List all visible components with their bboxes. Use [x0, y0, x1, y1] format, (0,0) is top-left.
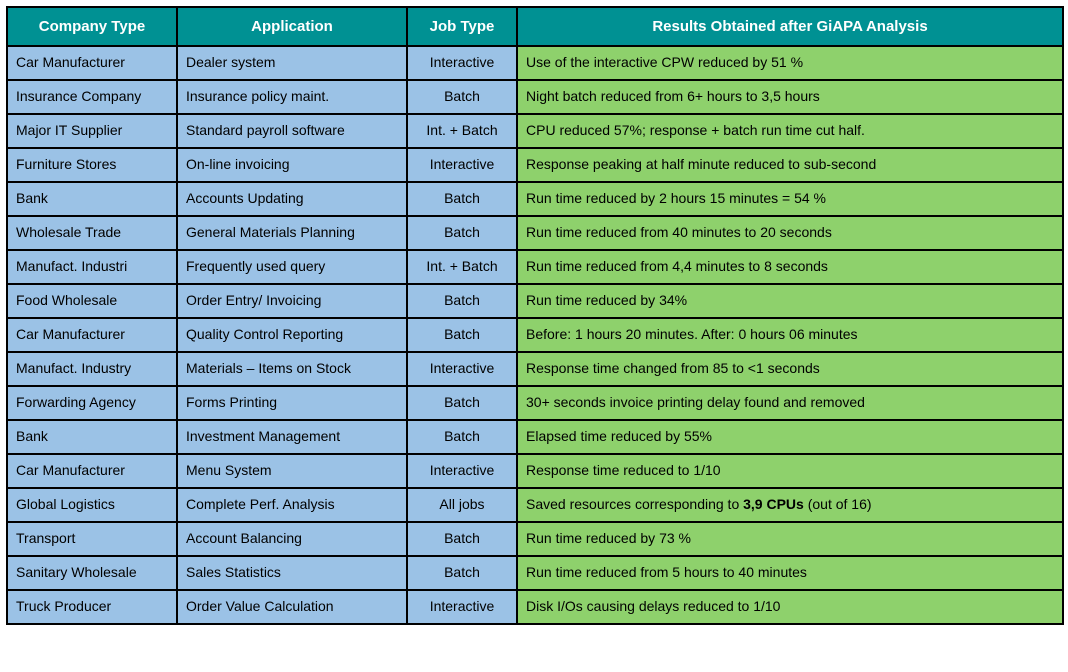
table-row: Forwarding AgencyForms PrintingBatch30+ … — [7, 386, 1063, 420]
table-row: BankAccounts UpdatingBatchRun time reduc… — [7, 182, 1063, 216]
cell-company: Forwarding Agency — [7, 386, 177, 420]
cell-company: Food Wholesale — [7, 284, 177, 318]
cell-application: Quality Control Reporting — [177, 318, 407, 352]
cell-job-type: Batch — [407, 284, 517, 318]
cell-application: Standard payroll software — [177, 114, 407, 148]
cell-application: On-line invoicing — [177, 148, 407, 182]
cell-job-type: Int. + Batch — [407, 114, 517, 148]
cell-company: Major IT Supplier — [7, 114, 177, 148]
table-body: Car ManufacturerDealer systemInteractive… — [7, 46, 1063, 624]
table-row: Global LogisticsComplete Perf. AnalysisA… — [7, 488, 1063, 522]
results-table: Company Type Application Job Type Result… — [6, 6, 1064, 625]
cell-result: Response peaking at half minute reduced … — [517, 148, 1063, 182]
cell-application: Materials – Items on Stock — [177, 352, 407, 386]
header-company: Company Type — [7, 7, 177, 46]
cell-result: Run time reduced by 34% — [517, 284, 1063, 318]
cell-company: Manufact. Industry — [7, 352, 177, 386]
cell-application: Complete Perf. Analysis — [177, 488, 407, 522]
cell-result: Elapsed time reduced by 55% — [517, 420, 1063, 454]
table-row: Truck ProducerOrder Value CalculationInt… — [7, 590, 1063, 624]
cell-application: Order Entry/ Invoicing — [177, 284, 407, 318]
cell-result: Run time reduced by 2 hours 15 minutes =… — [517, 182, 1063, 216]
cell-job-type: Interactive — [407, 454, 517, 488]
cell-application: Forms Printing — [177, 386, 407, 420]
table-row: Car ManufacturerQuality Control Reportin… — [7, 318, 1063, 352]
header-results: Results Obtained after GiAPA Analysis — [517, 7, 1063, 46]
cell-company: Car Manufacturer — [7, 318, 177, 352]
header-job-type: Job Type — [407, 7, 517, 46]
cell-result: Disk I/Os causing delays reduced to 1/10 — [517, 590, 1063, 624]
table-row: Car ManufacturerDealer systemInteractive… — [7, 46, 1063, 80]
cell-job-type: Interactive — [407, 46, 517, 80]
cell-job-type: Batch — [407, 420, 517, 454]
cell-company: Global Logistics — [7, 488, 177, 522]
cell-result: Response time reduced to 1/10 — [517, 454, 1063, 488]
table-row: Insurance CompanyInsurance policy maint.… — [7, 80, 1063, 114]
cell-result: Run time reduced from 5 hours to 40 minu… — [517, 556, 1063, 590]
table-row: Car ManufacturerMenu SystemInteractiveRe… — [7, 454, 1063, 488]
table-row: Food WholesaleOrder Entry/ InvoicingBatc… — [7, 284, 1063, 318]
header-application: Application — [177, 7, 407, 46]
cell-job-type: Batch — [407, 80, 517, 114]
cell-company: Car Manufacturer — [7, 454, 177, 488]
cell-result: Before: 1 hours 20 minutes. After: 0 hou… — [517, 318, 1063, 352]
cell-application: Order Value Calculation — [177, 590, 407, 624]
table-row: Sanitary WholesaleSales StatisticsBatchR… — [7, 556, 1063, 590]
cell-company: Insurance Company — [7, 80, 177, 114]
cell-company: Manufact. Industri — [7, 250, 177, 284]
cell-job-type: Batch — [407, 216, 517, 250]
cell-result: Use of the interactive CPW reduced by 51… — [517, 46, 1063, 80]
cell-result: Saved resources corresponding to 3,9 CPU… — [517, 488, 1063, 522]
cell-application: Menu System — [177, 454, 407, 488]
cell-company: Bank — [7, 420, 177, 454]
cell-job-type: Batch — [407, 556, 517, 590]
cell-job-type: Interactive — [407, 352, 517, 386]
cell-job-type: All jobs — [407, 488, 517, 522]
cell-application: Investment Management — [177, 420, 407, 454]
cell-job-type: Batch — [407, 386, 517, 420]
cell-job-type: Interactive — [407, 590, 517, 624]
cell-company: Transport — [7, 522, 177, 556]
cell-result: Response time changed from 85 to <1 seco… — [517, 352, 1063, 386]
table-row: Major IT SupplierStandard payroll softwa… — [7, 114, 1063, 148]
cell-job-type: Batch — [407, 522, 517, 556]
cell-job-type: Interactive — [407, 148, 517, 182]
cell-job-type: Batch — [407, 182, 517, 216]
cell-application: Accounts Updating — [177, 182, 407, 216]
cell-application: General Materials Planning — [177, 216, 407, 250]
table-row: Wholesale TradeGeneral Materials Plannin… — [7, 216, 1063, 250]
table-row: Manufact. IndustryMaterials – Items on S… — [7, 352, 1063, 386]
cell-result: CPU reduced 57%; response + batch run ti… — [517, 114, 1063, 148]
table-row: TransportAccount BalancingBatchRun time … — [7, 522, 1063, 556]
cell-company: Sanitary Wholesale — [7, 556, 177, 590]
cell-job-type: Int. + Batch — [407, 250, 517, 284]
table-row: Furniture StoresOn-line invoicingInterac… — [7, 148, 1063, 182]
table-row: BankInvestment ManagementBatchElapsed ti… — [7, 420, 1063, 454]
cell-company: Bank — [7, 182, 177, 216]
cell-application: Insurance policy maint. — [177, 80, 407, 114]
cell-result: 30+ seconds invoice printing delay found… — [517, 386, 1063, 420]
cell-result: Run time reduced from 40 minutes to 20 s… — [517, 216, 1063, 250]
table-row: Manufact. IndustriFrequently used queryI… — [7, 250, 1063, 284]
cell-company: Truck Producer — [7, 590, 177, 624]
cell-company: Furniture Stores — [7, 148, 177, 182]
cell-application: Account Balancing — [177, 522, 407, 556]
cell-application: Sales Statistics — [177, 556, 407, 590]
cell-company: Wholesale Trade — [7, 216, 177, 250]
header-row: Company Type Application Job Type Result… — [7, 7, 1063, 46]
cell-result: Run time reduced by 73 % — [517, 522, 1063, 556]
cell-result: Night batch reduced from 6+ hours to 3,5… — [517, 80, 1063, 114]
cell-result: Run time reduced from 4,4 minutes to 8 s… — [517, 250, 1063, 284]
cell-application: Frequently used query — [177, 250, 407, 284]
cell-job-type: Batch — [407, 318, 517, 352]
cell-application: Dealer system — [177, 46, 407, 80]
cell-company: Car Manufacturer — [7, 46, 177, 80]
